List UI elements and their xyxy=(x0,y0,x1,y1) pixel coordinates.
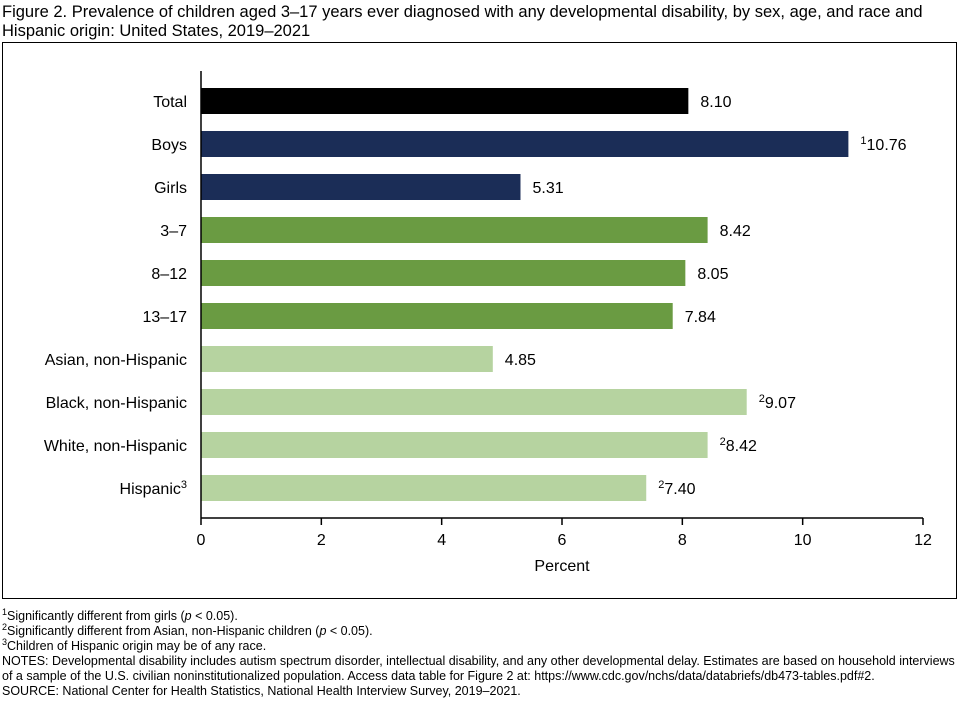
category-label: 3–7 xyxy=(160,223,187,240)
bar xyxy=(201,346,493,372)
category-label: Boys xyxy=(151,137,187,154)
bar xyxy=(201,88,689,114)
bar xyxy=(201,131,849,157)
bar xyxy=(201,303,673,329)
category-label: Black, non-Hispanic xyxy=(46,395,187,412)
value-label: 8.42 xyxy=(720,223,751,240)
x-tick-label: 6 xyxy=(558,532,567,549)
x-tick-label: 8 xyxy=(678,532,687,549)
value-label: 110.76 xyxy=(860,135,906,154)
category-label: Asian, non-Hispanic xyxy=(45,352,187,369)
category-label: Girls xyxy=(154,180,187,197)
x-tick-label: 12 xyxy=(914,532,932,549)
category-label: 8–12 xyxy=(151,266,187,283)
figure-title: Figure 2. Prevalence of children aged 3–… xyxy=(2,3,923,40)
x-axis-label: Percent xyxy=(534,558,590,575)
bar xyxy=(201,389,747,415)
x-tick-label: 2 xyxy=(317,532,326,549)
value-label: 5.31 xyxy=(532,180,563,197)
bar xyxy=(201,174,521,200)
bar xyxy=(201,217,708,243)
x-tick-label: 0 xyxy=(197,532,206,549)
bar xyxy=(201,475,647,501)
value-label: 8.05 xyxy=(697,266,728,283)
footnotes: 1Significantly different from girls (p <… xyxy=(2,606,957,699)
value-label: 28.42 xyxy=(720,436,757,455)
category-label: Hispanic3 xyxy=(120,479,187,498)
source-text: SOURCE: National Center for Health Stati… xyxy=(2,684,521,698)
value-label: 27.40 xyxy=(658,479,695,498)
footnote-1: 1Significantly different from girls (p <… xyxy=(2,606,238,623)
chart-frame: Total 8.10 Boys 110.76 Girls 5.31 3–7 8.42 8–12 8… xyxy=(2,42,957,599)
bar-chart: Total 8.10 Boys 110.76 Girls 5.31 3–7 8.42 8–12 8… xyxy=(44,71,932,575)
footnote-3: 3Children of Hispanic origin may be of a… xyxy=(2,636,267,653)
x-tick-label: 4 xyxy=(437,532,446,549)
category-label: 13–17 xyxy=(143,309,188,326)
footnote-2: 2Significantly different from Asian, non… xyxy=(2,621,373,638)
notes-text: NOTES: Developmental disability includes… xyxy=(2,654,955,683)
bar xyxy=(201,260,686,286)
value-label: 7.84 xyxy=(685,309,716,326)
category-label: White, non-Hispanic xyxy=(44,438,187,455)
category-label: Total xyxy=(153,94,187,111)
x-tick-label: 10 xyxy=(794,532,812,549)
value-label: 4.85 xyxy=(505,352,536,369)
value-label: 29.07 xyxy=(759,393,796,412)
bar xyxy=(201,432,708,458)
value-label: 8.10 xyxy=(700,94,731,111)
